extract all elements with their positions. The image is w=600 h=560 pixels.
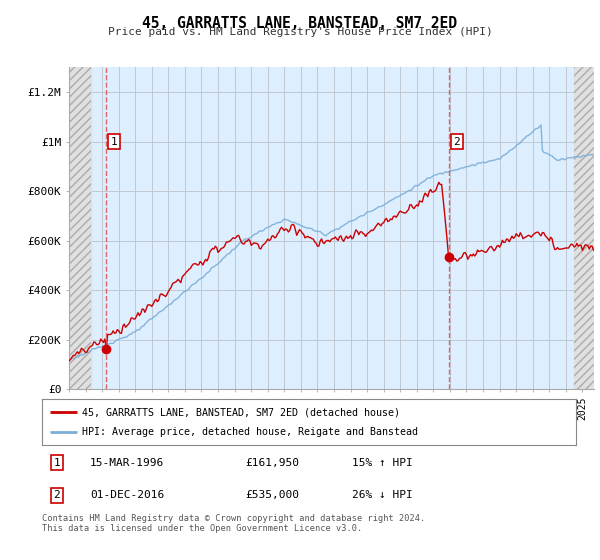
Text: 01-DEC-2016: 01-DEC-2016 (90, 491, 164, 501)
Text: 45, GARRATTS LANE, BANSTEAD, SM7 2ED: 45, GARRATTS LANE, BANSTEAD, SM7 2ED (143, 16, 458, 31)
Bar (69, 67, 91, 389)
Text: 15-MAR-1996: 15-MAR-1996 (90, 458, 164, 468)
Text: Contains HM Land Registry data © Crown copyright and database right 2024.
This d: Contains HM Land Registry data © Crown c… (42, 514, 425, 534)
Text: £161,950: £161,950 (245, 458, 299, 468)
Text: HPI: Average price, detached house, Reigate and Banstead: HPI: Average price, detached house, Reig… (82, 427, 418, 437)
Text: 26% ↓ HPI: 26% ↓ HPI (352, 491, 412, 501)
Bar (574, 67, 594, 389)
Text: 1: 1 (53, 458, 61, 468)
Text: 1: 1 (110, 137, 118, 147)
Text: 45, GARRATTS LANE, BANSTEAD, SM7 2ED (detached house): 45, GARRATTS LANE, BANSTEAD, SM7 2ED (de… (82, 407, 400, 417)
Bar (574, 67, 594, 389)
Bar (69, 67, 91, 389)
Text: 2: 2 (454, 137, 460, 147)
Text: £535,000: £535,000 (245, 491, 299, 501)
Text: 15% ↑ HPI: 15% ↑ HPI (352, 458, 412, 468)
Text: Price paid vs. HM Land Registry's House Price Index (HPI): Price paid vs. HM Land Registry's House … (107, 27, 493, 37)
Text: 2: 2 (53, 491, 61, 501)
